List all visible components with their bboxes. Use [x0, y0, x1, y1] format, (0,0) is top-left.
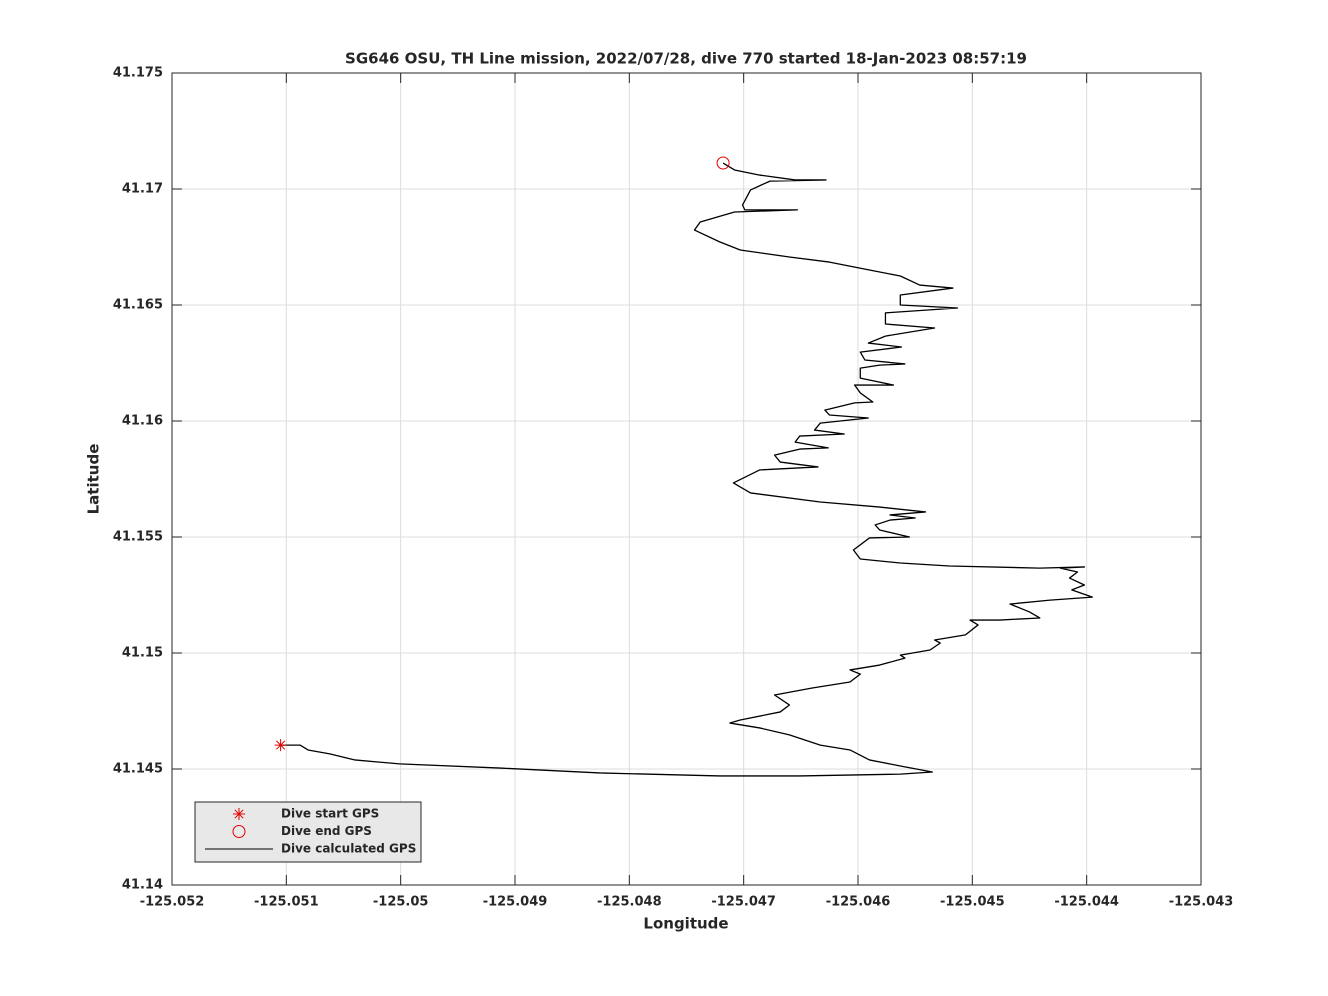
y-tick-label: 41.17 [122, 182, 163, 197]
y-tick-label: 41.155 [113, 530, 163, 545]
x-tick-label: -125.051 [254, 895, 319, 910]
chart-title: SG646 OSU, TH Line mission, 2022/07/28, … [345, 50, 1027, 68]
y-tick-label: 41.165 [113, 298, 163, 313]
legend-swatch [232, 825, 246, 838]
legend-label: Dive start GPS [281, 807, 379, 821]
x-tick-label: -125.049 [483, 895, 548, 910]
y-tick-label: 41.145 [113, 762, 163, 777]
x-tick-label: -125.048 [597, 895, 662, 910]
x-tick-label: -125.045 [940, 895, 1005, 910]
y-tick-label: 41.175 [113, 66, 163, 81]
x-tick-label: -125.05 [373, 895, 429, 910]
y-tick-label: 41.16 [122, 414, 163, 429]
x-tick-label: -125.047 [711, 895, 776, 910]
x-tick-label: -125.044 [1054, 895, 1119, 910]
plot-frame [171, 72, 1202, 886]
y-tick-label: 41.14 [122, 878, 163, 893]
y-axis-label: Latitude [85, 444, 103, 515]
x-tick-label: -125.043 [1169, 895, 1234, 910]
track-line [280, 162, 1094, 777]
legend-label: Dive end GPS [281, 824, 372, 838]
end-marker [716, 156, 730, 170]
x-tick-label: -125.052 [140, 895, 205, 910]
legend-swatch [233, 808, 245, 820]
x-tick-label: -125.046 [826, 895, 891, 910]
y-tick-label: 41.15 [122, 646, 163, 661]
start-marker [274, 739, 287, 752]
legend-label: Dive calculated GPS [281, 842, 416, 856]
x-axis-label: Longitude [643, 915, 728, 933]
